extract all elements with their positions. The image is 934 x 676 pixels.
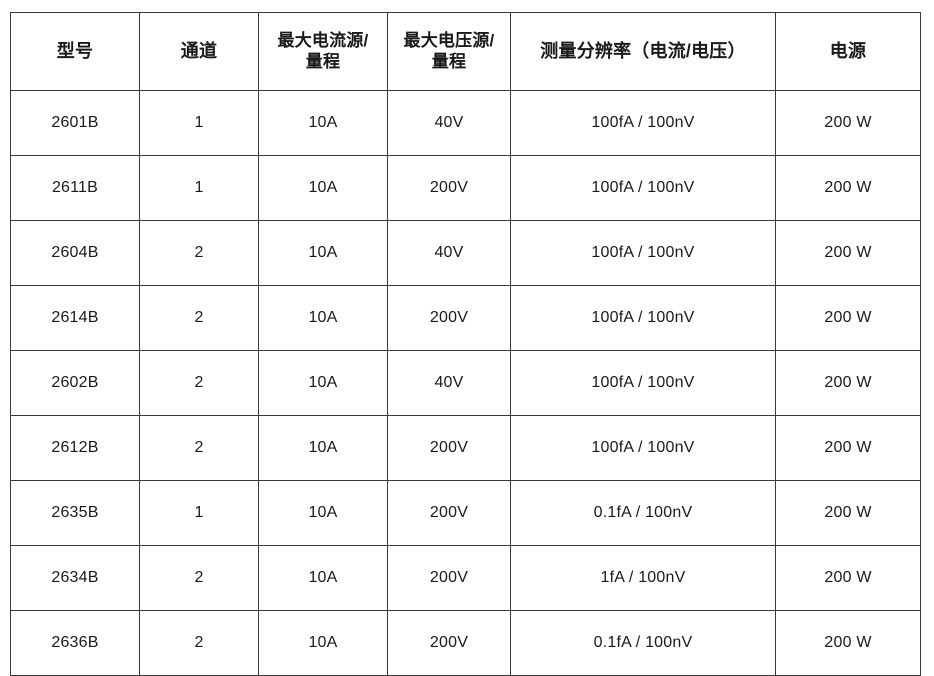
table-row: 2602B 2 10A 40V 100fA / 100nV 200 W — [10, 350, 921, 416]
cell-max_vsource: 200V — [387, 285, 511, 351]
table-row: 2636B 2 10A 200V 0.1fA / 100nV 200 W — [10, 610, 921, 676]
cell-channels: 2 — [139, 415, 259, 481]
table-row: 2601B 1 10A 40V 100fA / 100nV 200 W — [10, 90, 921, 156]
column-header-channels: 通道 — [139, 12, 259, 91]
table-row: 2634B 2 10A 200V 1fA / 100nV 200 W — [10, 545, 921, 611]
cell-model: 2602B — [10, 350, 140, 416]
cell-power: 200 W — [775, 545, 921, 611]
cell-resolution: 100fA / 100nV — [510, 285, 776, 351]
cell-channels: 2 — [139, 220, 259, 286]
column-header-max_vsource: 最大电压源/量程 — [387, 12, 511, 91]
column-header-power: 电源 — [775, 12, 921, 91]
cell-model: 2611B — [10, 155, 140, 221]
cell-power: 200 W — [775, 350, 921, 416]
column-header-model: 型号 — [10, 12, 140, 91]
cell-max_vsource: 40V — [387, 350, 511, 416]
cell-resolution: 100fA / 100nV — [510, 155, 776, 221]
cell-channels: 1 — [139, 90, 259, 156]
cell-channels: 1 — [139, 155, 259, 221]
cell-channels: 2 — [139, 545, 259, 611]
table-row: 2612B 2 10A 200V 100fA / 100nV 200 W — [10, 415, 921, 481]
cell-model: 2634B — [10, 545, 140, 611]
cell-model: 2612B — [10, 415, 140, 481]
cell-max_isource: 10A — [258, 220, 388, 286]
cell-max_isource: 10A — [258, 610, 388, 676]
table-row: 2635B 1 10A 200V 0.1fA / 100nV 200 W — [10, 480, 921, 546]
cell-max_vsource: 200V — [387, 610, 511, 676]
cell-channels: 2 — [139, 610, 259, 676]
cell-max_vsource: 200V — [387, 415, 511, 481]
cell-model: 2604B — [10, 220, 140, 286]
cell-max_isource: 10A — [258, 155, 388, 221]
table-row: 2614B 2 10A 200V 100fA / 100nV 200 W — [10, 285, 921, 351]
cell-channels: 2 — [139, 285, 259, 351]
cell-max_vsource: 200V — [387, 545, 511, 611]
cell-power: 200 W — [775, 220, 921, 286]
cell-power: 200 W — [775, 415, 921, 481]
column-header-resolution: 测量分辨率（电流/电压） — [510, 12, 776, 91]
table-header: 型号 通道 最大电流源/量程 最大电压源/量程 测量分辨率（电流/电压） 电源 — [10, 12, 921, 91]
instrument-spec-table: 型号 通道 最大电流源/量程 最大电压源/量程 测量分辨率（电流/电压） 电源 2601B… — [10, 12, 921, 676]
cell-resolution: 0.1fA / 100nV — [510, 610, 776, 676]
cell-model: 2614B — [10, 285, 140, 351]
cell-model: 2636B — [10, 610, 140, 676]
cell-max_isource: 10A — [258, 480, 388, 546]
table-row: 2611B 1 10A 200V 100fA / 100nV 200 W — [10, 155, 921, 221]
cell-max_isource: 10A — [258, 350, 388, 416]
cell-resolution: 100fA / 100nV — [510, 350, 776, 416]
cell-resolution: 100fA / 100nV — [510, 220, 776, 286]
cell-resolution: 100fA / 100nV — [510, 415, 776, 481]
cell-channels: 1 — [139, 480, 259, 546]
cell-max_isource: 10A — [258, 285, 388, 351]
cell-power: 200 W — [775, 285, 921, 351]
cell-power: 200 W — [775, 480, 921, 546]
spec-table-container: 型号 通道 最大电流源/量程 最大电压源/量程 测量分辨率（电流/电压） 电源 2601B… — [10, 12, 921, 676]
cell-resolution: 100fA / 100nV — [510, 90, 776, 156]
cell-resolution: 1fA / 100nV — [510, 545, 776, 611]
cell-resolution: 0.1fA / 100nV — [510, 480, 776, 546]
cell-power: 200 W — [775, 90, 921, 156]
table-header-row: 型号 通道 最大电流源/量程 最大电压源/量程 测量分辨率（电流/电压） 电源 — [10, 12, 921, 91]
cell-max_vsource: 40V — [387, 220, 511, 286]
cell-power: 200 W — [775, 155, 921, 221]
cell-max_isource: 10A — [258, 545, 388, 611]
table-body: 2601B 1 10A 40V 100fA / 100nV 200 W 2611B 1 10A 2… — [10, 90, 921, 676]
column-header-max_isource: 最大电流源/量程 — [258, 12, 388, 91]
cell-max_vsource: 40V — [387, 90, 511, 156]
cell-power: 200 W — [775, 610, 921, 676]
cell-max_vsource: 200V — [387, 480, 511, 546]
cell-model: 2635B — [10, 480, 140, 546]
cell-max_vsource: 200V — [387, 155, 511, 221]
cell-model: 2601B — [10, 90, 140, 156]
cell-channels: 2 — [139, 350, 259, 416]
table-row: 2604B 2 10A 40V 100fA / 100nV 200 W — [10, 220, 921, 286]
cell-max_isource: 10A — [258, 415, 388, 481]
cell-max_isource: 10A — [258, 90, 388, 156]
